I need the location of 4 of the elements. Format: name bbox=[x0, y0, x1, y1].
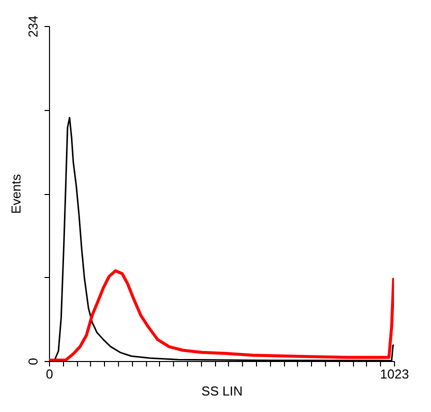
x-tick-label: 1023 bbox=[380, 366, 409, 382]
x-axis-title: SS LIN bbox=[201, 384, 243, 398]
y-tick-label: 234 bbox=[26, 16, 40, 38]
y-axis-title: Events bbox=[8, 174, 24, 214]
